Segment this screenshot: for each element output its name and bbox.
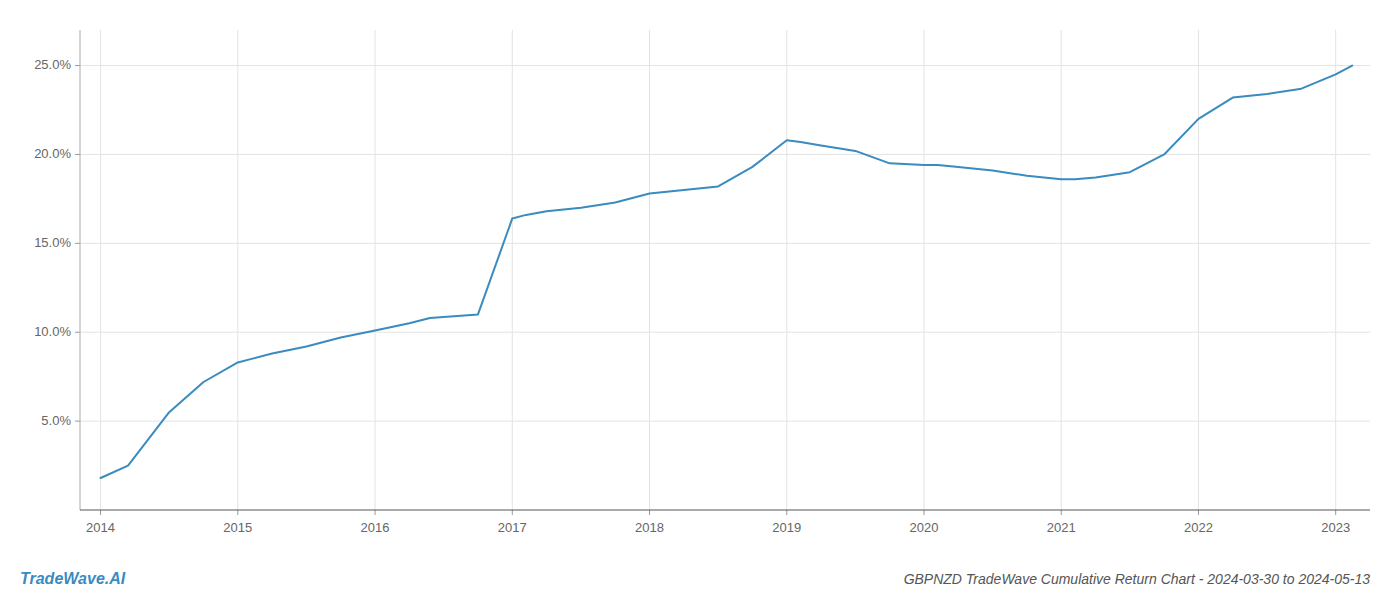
y-grid-line — [80, 154, 1370, 155]
x-grid-line — [512, 30, 513, 510]
y-tick-label: 20.0% — [34, 146, 71, 161]
x-grid-line — [375, 30, 376, 510]
y-grid-line — [80, 332, 1370, 333]
y-tick-label: 10.0% — [34, 324, 71, 339]
y-grid-line — [80, 243, 1370, 244]
y-tick — [75, 243, 80, 244]
x-grid-line — [1198, 30, 1199, 510]
x-tick — [512, 510, 513, 515]
x-tick — [923, 510, 924, 515]
x-tick-label: 2018 — [635, 520, 664, 535]
x-tick-label: 2019 — [772, 520, 801, 535]
x-tick — [375, 510, 376, 515]
y-tick — [75, 421, 80, 422]
return-line — [101, 66, 1353, 478]
x-grid-line — [786, 30, 787, 510]
y-tick-label: 5.0% — [41, 413, 71, 428]
y-tick-label: 15.0% — [34, 235, 71, 250]
x-tick — [786, 510, 787, 515]
x-tick — [100, 510, 101, 515]
x-grid-line — [1335, 30, 1336, 510]
x-tick — [1061, 510, 1062, 515]
x-tick-label: 2017 — [498, 520, 527, 535]
y-axis-line — [80, 30, 81, 510]
x-grid-line — [649, 30, 650, 510]
x-tick-label: 2016 — [361, 520, 390, 535]
x-tick-label: 2020 — [910, 520, 939, 535]
x-tick-label: 2023 — [1321, 520, 1350, 535]
axes: 5.0% 10.0% 15.0% 20.0% 25.0% 2014 2015 2016 2017… — [34, 30, 1370, 535]
watermark: TradeWave.AI — [20, 570, 126, 587]
x-tick — [237, 510, 238, 515]
y-grid-line — [80, 421, 1370, 422]
x-tick — [1198, 510, 1199, 515]
x-tick-label: 2015 — [223, 520, 252, 535]
x-axis-line — [80, 510, 1370, 511]
grid — [80, 30, 1370, 510]
y-tick-label: 25.0% — [34, 57, 71, 72]
y-tick — [75, 154, 80, 155]
y-tick — [75, 65, 80, 66]
title: GBPNZD TradeWave Cumulative Return Chart… — [904, 571, 1371, 587]
x-grid-line — [1061, 30, 1062, 510]
chart: 5.0% 10.0% 15.0% 20.0% 25.0% 2014 2015 2016 2017… — [0, 0, 1400, 600]
plot-area — [101, 66, 1353, 478]
x-grid-line — [237, 30, 238, 510]
x-tick-label: 2022 — [1184, 520, 1213, 535]
x-tick-label: 2014 — [86, 520, 115, 535]
x-grid-line — [923, 30, 924, 510]
x-tick — [1335, 510, 1336, 515]
y-grid-line — [80, 65, 1370, 66]
y-tick — [75, 332, 80, 333]
x-tick-label: 2021 — [1047, 520, 1076, 535]
x-tick — [649, 510, 650, 515]
x-grid-line — [100, 30, 101, 510]
